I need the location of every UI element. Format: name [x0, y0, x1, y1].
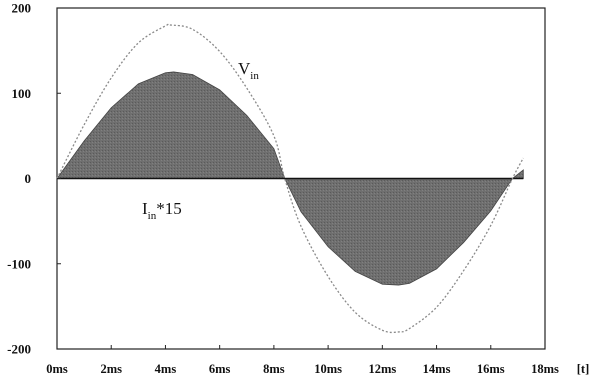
x-tick-label: 2ms	[100, 362, 122, 376]
y-tick-label: 100	[12, 86, 32, 101]
y-tick-label: 200	[12, 1, 32, 16]
x-tick-label: 8ms	[263, 362, 285, 376]
x-tick-label: 16ms	[477, 362, 505, 376]
iin-annotation: Iin*15	[142, 199, 182, 222]
x-tick-label: 0ms	[46, 362, 68, 376]
x-tick-label: 4ms	[155, 362, 177, 376]
y-tick-label: -100	[7, 256, 31, 271]
vin-annotation: Vin	[238, 59, 259, 82]
y-tick-label: -200	[7, 342, 31, 357]
series-vin-line	[56, 23, 524, 334]
x-tick-label: 10ms	[314, 362, 342, 376]
y-tick-label: 0	[25, 171, 32, 186]
x-tick-label: 6ms	[209, 362, 231, 376]
x-tick-label: 12ms	[368, 362, 396, 376]
x-tick-label: 18ms	[531, 362, 559, 376]
x-axis-label: [t]	[577, 362, 590, 376]
x-tick-label: 14ms	[423, 362, 451, 376]
